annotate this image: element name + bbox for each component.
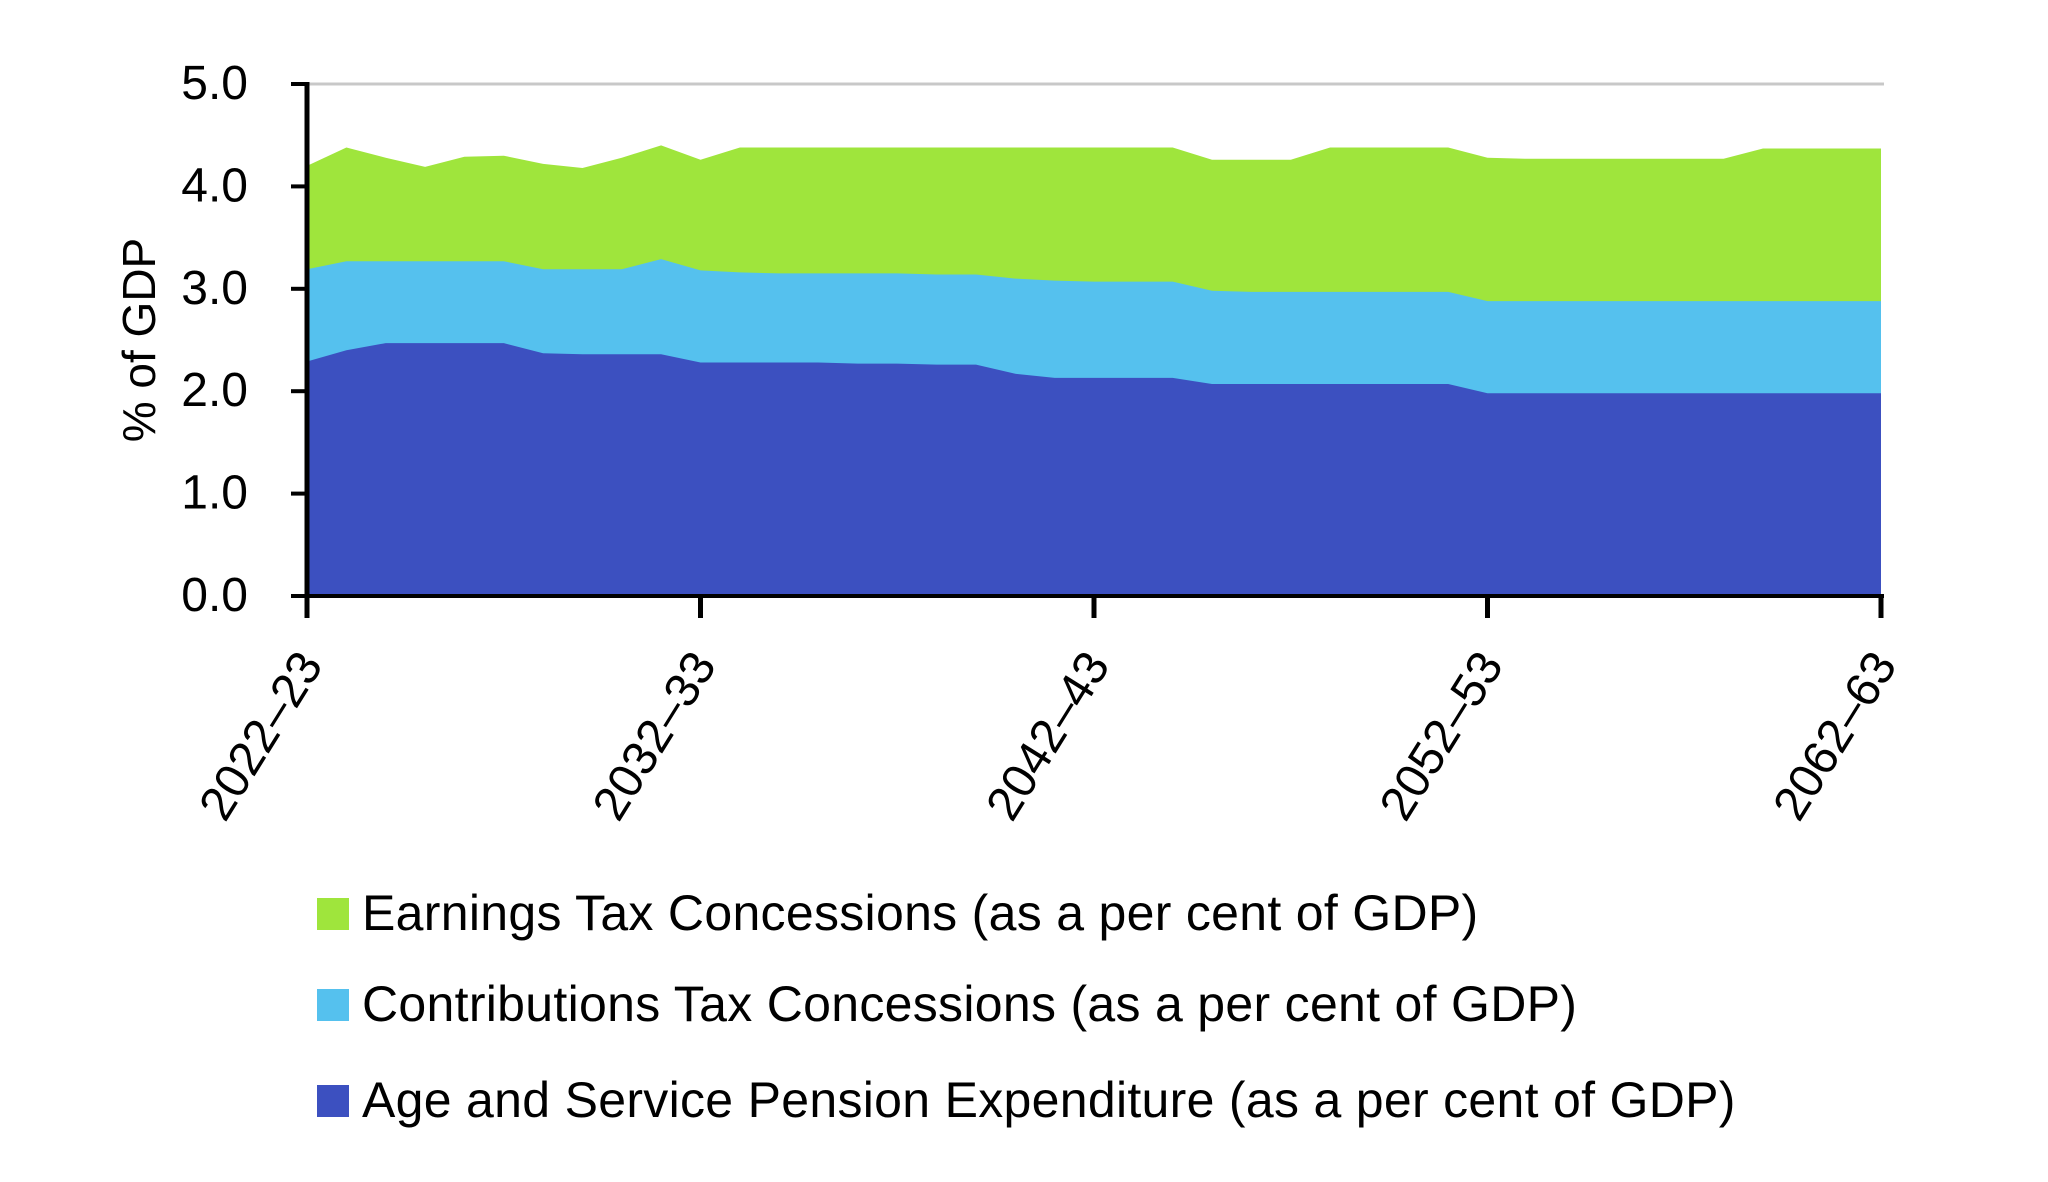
svg-text:3.0: 3.0 (181, 262, 248, 315)
svg-text:1.0: 1.0 (181, 467, 248, 520)
svg-text:0.0: 0.0 (181, 569, 248, 622)
svg-text:Contributions Tax Concessions: Contributions Tax Concessions (as a per … (362, 976, 1577, 1032)
svg-text:4.0: 4.0 (181, 159, 248, 212)
svg-text:2042–43: 2042–43 (976, 643, 1120, 830)
svg-text:% of GDP: % of GDP (113, 238, 165, 443)
svg-text:2.0: 2.0 (181, 364, 248, 417)
svg-text:5.0: 5.0 (181, 57, 248, 110)
svg-text:2022–23: 2022–23 (189, 643, 333, 830)
svg-text:2032–33: 2032–33 (583, 643, 727, 830)
svg-text:2052–53: 2052–53 (1370, 643, 1514, 830)
svg-text:Age and Service Pension Expend: Age and Service Pension Expenditure (as … (362, 1072, 1736, 1128)
svg-text:Earnings Tax Concessions (as a: Earnings Tax Concessions (as a per cent … (362, 885, 1478, 941)
svg-text:2062–63: 2062–63 (1763, 643, 1907, 830)
